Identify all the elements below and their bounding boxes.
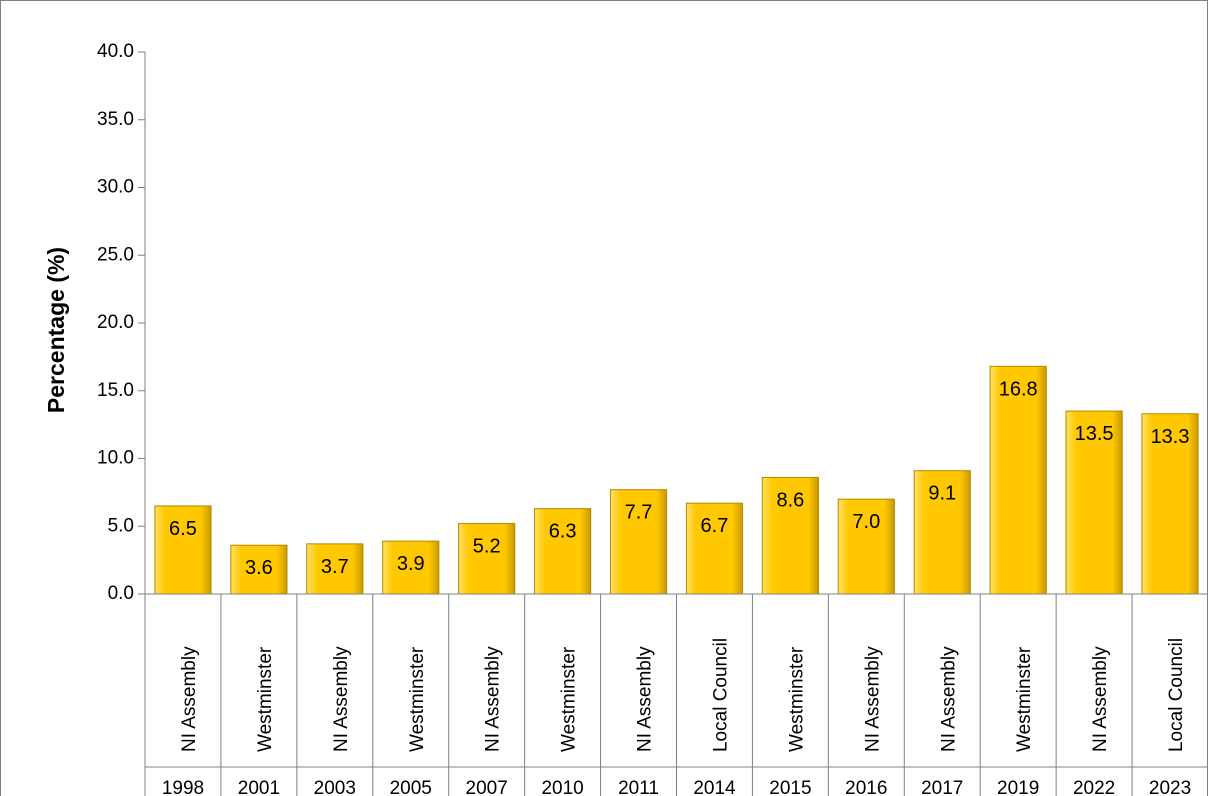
x-year-label: 2005 [390,778,432,796]
x-year-label: 2015 [769,778,811,796]
x-year-label: 2011 [618,778,659,796]
bar [837,498,895,595]
y-tick-label: 40.0 [97,41,134,62]
data-label: 13.3 [1151,426,1190,448]
x-category-label: NI Assembly [635,646,656,752]
bar [1065,410,1123,595]
y-tick-label: 0.0 [108,583,134,604]
bar [913,470,971,595]
x-year-label: 2001 [238,778,280,796]
bar [685,502,744,595]
y-tick-label: 30.0 [97,177,134,198]
bar [1141,413,1199,595]
x-category-label: Westminster [407,646,428,752]
x-category-label: NI Assembly [1090,646,1111,752]
data-label: 6.7 [701,515,729,537]
y-tick-label: 15.0 [97,380,134,401]
data-label: 7.7 [625,502,653,524]
data-label: 5.2 [473,536,501,558]
bar [989,365,1047,595]
x-category-label: NI Assembly [938,646,959,752]
x-category-label: Westminster [255,646,276,752]
x-year-label: 1998 [162,778,204,796]
x-category-label: NI Assembly [179,646,200,752]
bars: 6.5 3.6 3.7 3.9 5.2 6.3 7.7 6.7 8.6 7.0 9.1 16.8 13.… [154,365,1199,595]
y-tick-label: 25.0 [97,244,134,265]
bar [306,543,364,595]
y-tick-label: 35.0 [97,109,134,130]
bar [458,523,516,595]
x-year-label: 2023 [1149,778,1191,796]
y-tick-label: 5.0 [108,515,134,536]
y-tick-label: 10.0 [97,448,134,469]
bar [154,505,212,595]
x-year-label: 2014 [693,778,736,796]
data-label: 3.9 [397,553,425,575]
bar [761,476,819,595]
bar [609,489,668,595]
data-label: 3.7 [321,556,349,578]
x-year-label: 2022 [1073,778,1115,796]
bar [230,544,288,595]
x-year-label: 2016 [845,778,887,796]
x-year-label: 2017 [921,778,963,796]
y-axis-title: Percentage (%) [43,247,69,413]
data-label: 9.1 [928,483,956,505]
x-category-label: Westminster [786,646,807,752]
x-year-label: 2007 [466,778,508,796]
x-category-label: NI Assembly [483,646,504,752]
data-label: 16.8 [999,378,1038,400]
x-category-label: Westminster [559,646,580,752]
data-label: 7.0 [852,511,880,533]
x-year-label: 2010 [541,778,583,796]
data-label: 3.6 [245,557,273,579]
bar [534,508,592,595]
x-category-label: NI Assembly [331,646,352,752]
x-category-label: Westminster [1014,646,1035,752]
data-label: 8.6 [776,489,804,511]
x-category-label: NI Assembly [862,646,883,752]
x-category-label: Local Council [710,638,731,752]
x-year-label: 2019 [997,778,1039,796]
x-axis: NI Assembly 1998 Westminster 2001 NI Assembl… [144,593,1208,796]
x-year-label: 2003 [314,778,356,796]
y-axis: 0.0 5.0 10.0 15.0 20.0 25.0 30.0 35.0 40.0 [97,41,146,604]
data-label: 6.5 [169,518,197,540]
x-category-label: Local Council [1166,638,1187,752]
y-tick-label: 20.0 [97,312,134,333]
bar [382,540,440,595]
data-label: 6.3 [549,521,577,543]
data-label: 13.5 [1075,423,1114,445]
